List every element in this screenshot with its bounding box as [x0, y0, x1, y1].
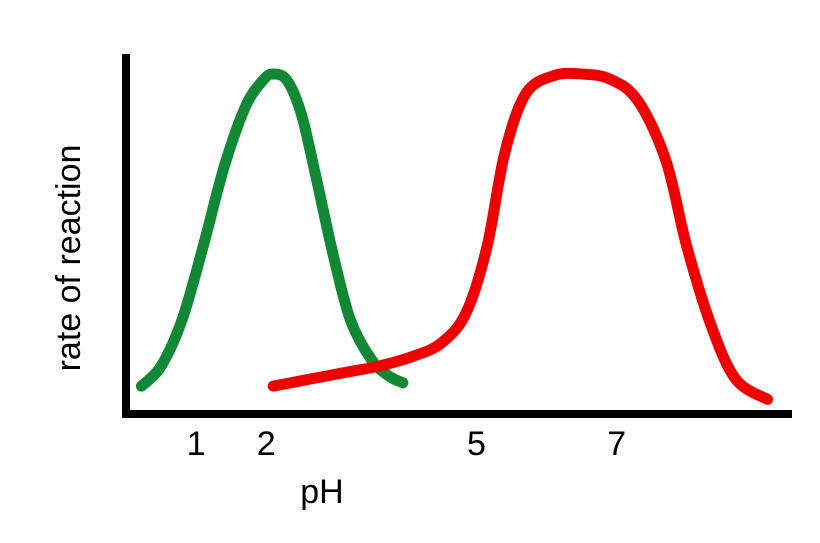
- x-tick-label: 5: [467, 425, 486, 463]
- y-axis-label: rate of reaction: [50, 145, 88, 372]
- series-line-2: [267, 67, 773, 405]
- x-axis-label: pH: [300, 473, 343, 511]
- x-tick-label: 1: [187, 425, 206, 463]
- series-line-1: [135, 68, 409, 392]
- curves-layer: [135, 67, 773, 405]
- x-tick-labels: 1 2 5 7: [187, 425, 627, 463]
- x-tick-label: 2: [257, 425, 276, 463]
- x-tick-label: 7: [607, 425, 626, 463]
